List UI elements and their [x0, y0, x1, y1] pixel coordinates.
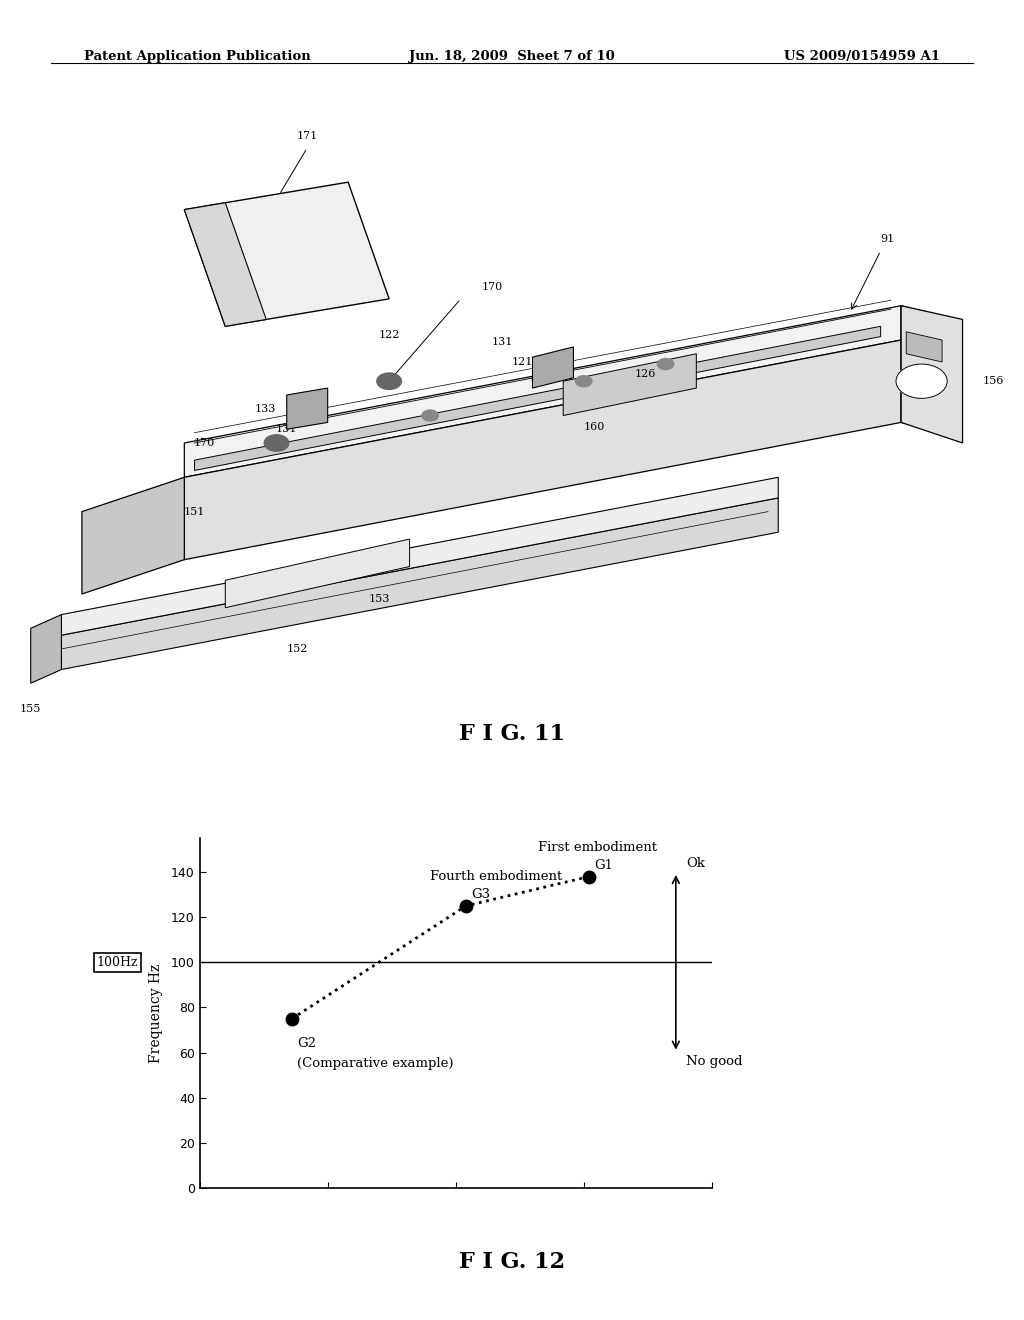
Polygon shape	[563, 354, 696, 416]
Text: Patent Application Publication: Patent Application Publication	[84, 50, 310, 63]
Polygon shape	[906, 331, 942, 362]
Text: G1: G1	[594, 859, 613, 873]
Y-axis label: Frequency Hz: Frequency Hz	[148, 964, 163, 1063]
Circle shape	[377, 374, 401, 389]
Polygon shape	[61, 498, 778, 669]
Polygon shape	[184, 182, 389, 326]
Text: 120': 120'	[307, 289, 332, 298]
Polygon shape	[184, 341, 901, 560]
Text: 151: 151	[183, 507, 205, 516]
Circle shape	[422, 411, 438, 421]
Circle shape	[657, 359, 674, 370]
Text: Jun. 18, 2009  Sheet 7 of 10: Jun. 18, 2009 Sheet 7 of 10	[410, 50, 614, 63]
Text: 170: 170	[481, 282, 503, 292]
Text: 155: 155	[20, 704, 41, 714]
Text: US 2009/0154959 A1: US 2009/0154959 A1	[784, 50, 940, 63]
Circle shape	[264, 434, 289, 451]
Text: 131: 131	[275, 424, 297, 434]
Text: 170: 170	[194, 438, 215, 447]
Polygon shape	[82, 478, 184, 594]
Polygon shape	[901, 306, 952, 354]
Text: First embodiment: First embodiment	[538, 841, 656, 854]
Polygon shape	[184, 203, 266, 326]
Text: 153: 153	[369, 594, 389, 605]
Text: Fourth embodiment: Fourth embodiment	[430, 870, 562, 883]
Text: 160: 160	[584, 422, 604, 433]
Text: 126: 126	[635, 370, 656, 379]
Text: G2: G2	[297, 1036, 316, 1049]
Text: 133: 133	[255, 404, 276, 413]
Circle shape	[575, 376, 592, 387]
Text: 91: 91	[881, 234, 895, 244]
Text: F I G. 12: F I G. 12	[459, 1251, 565, 1274]
Text: (Comparative example): (Comparative example)	[297, 1057, 454, 1071]
Polygon shape	[195, 326, 881, 470]
Polygon shape	[184, 306, 901, 478]
Polygon shape	[901, 306, 963, 444]
Text: 121: 121	[512, 358, 534, 367]
Text: 156: 156	[983, 376, 1005, 387]
Polygon shape	[225, 539, 410, 607]
Text: Ok: Ok	[686, 857, 706, 870]
Polygon shape	[61, 478, 778, 635]
Circle shape	[896, 364, 947, 399]
Text: 122: 122	[379, 330, 400, 341]
Polygon shape	[901, 341, 952, 436]
Polygon shape	[31, 615, 61, 684]
Text: 122: 122	[338, 240, 359, 251]
Text: No good: No good	[686, 1055, 742, 1068]
Polygon shape	[287, 388, 328, 429]
Polygon shape	[532, 347, 573, 388]
Text: F I G. 11: F I G. 11	[459, 723, 565, 744]
Text: G3: G3	[471, 888, 490, 902]
Text: 100Hz: 100Hz	[96, 956, 138, 969]
Text: 171: 171	[297, 131, 317, 141]
Text: 152: 152	[287, 644, 308, 653]
Text: 131: 131	[492, 337, 513, 347]
